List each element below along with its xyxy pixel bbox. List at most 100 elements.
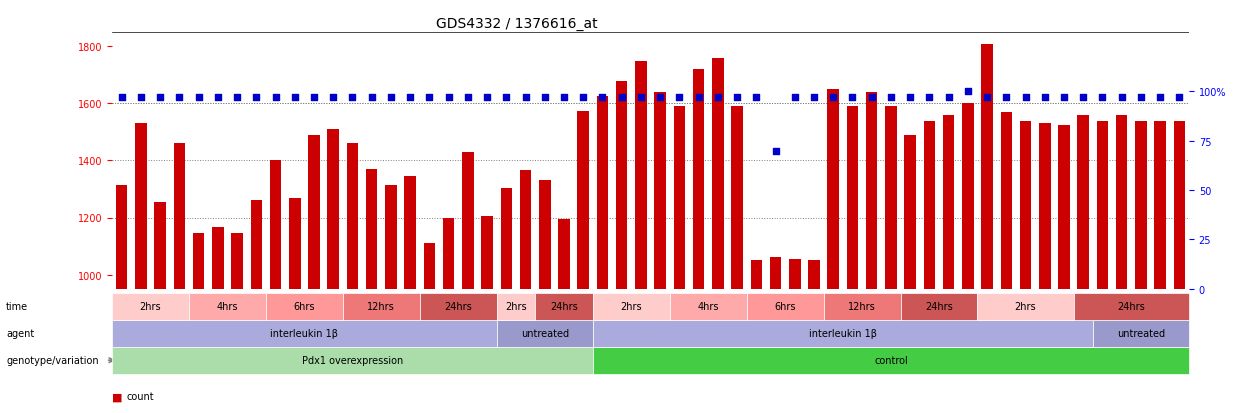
Bar (731, 107, 743, 289)
Bar (847, 107, 858, 289)
Text: 12hrs: 12hrs (367, 301, 395, 312)
Bar (942, 116, 955, 289)
Bar (232, 234, 243, 289)
Point (688, 95, 708, 101)
Bar (616, 81, 627, 289)
Point (919, 95, 939, 101)
Bar (482, 216, 493, 289)
Bar (1077, 116, 1089, 289)
Bar (309, 135, 320, 289)
Point (342, 95, 362, 101)
Bar (346, 144, 359, 289)
Text: interleukin 1β: interleukin 1β (809, 328, 876, 339)
Bar (385, 185, 397, 289)
Point (862, 95, 881, 101)
Bar (712, 59, 723, 289)
Point (1016, 95, 1036, 101)
Point (804, 95, 824, 101)
Text: Pdx1 overexpression: Pdx1 overexpression (301, 355, 403, 366)
Bar (904, 135, 916, 289)
Point (362, 95, 382, 101)
Text: 2hrs: 2hrs (620, 301, 642, 312)
Bar (443, 218, 454, 289)
Bar (981, 45, 992, 289)
Bar (270, 161, 281, 289)
Point (708, 95, 728, 101)
Text: untreated: untreated (520, 328, 569, 339)
Bar (327, 130, 339, 289)
Text: 2hrs: 2hrs (139, 301, 162, 312)
Text: agent: agent (6, 328, 35, 339)
Bar (423, 244, 436, 289)
Text: genotype/variation: genotype/variation (6, 355, 98, 366)
Point (727, 95, 747, 101)
Point (670, 95, 690, 101)
Point (573, 95, 593, 101)
Text: 24hrs: 24hrs (1118, 301, 1145, 312)
Bar (212, 228, 224, 289)
Text: 6hrs: 6hrs (294, 301, 315, 312)
Bar (924, 121, 935, 289)
Bar (366, 170, 377, 289)
Text: 4hrs: 4hrs (697, 301, 718, 312)
Bar (539, 181, 550, 289)
Point (477, 95, 497, 101)
Point (1073, 95, 1093, 101)
Point (977, 95, 997, 101)
Point (112, 95, 132, 101)
Point (554, 95, 574, 101)
Bar (596, 97, 609, 289)
Bar (558, 219, 570, 289)
Bar (1174, 121, 1185, 289)
Bar (1020, 121, 1031, 289)
Point (285, 95, 305, 101)
Bar (635, 62, 646, 289)
Bar (674, 107, 685, 289)
Point (324, 95, 344, 101)
Text: count: count (127, 392, 154, 401)
Point (265, 95, 285, 101)
Bar (1058, 126, 1069, 289)
Bar (751, 261, 762, 289)
Point (900, 95, 920, 101)
Point (823, 95, 843, 101)
Point (1130, 95, 1150, 101)
Bar (136, 124, 147, 289)
Point (189, 95, 209, 101)
Bar (1097, 121, 1108, 289)
Point (535, 95, 555, 101)
Point (208, 95, 228, 101)
Point (593, 95, 613, 101)
Point (381, 95, 401, 101)
Point (304, 95, 324, 101)
Point (1150, 95, 1170, 101)
Point (497, 95, 517, 101)
Text: interleukin 1β: interleukin 1β (270, 328, 339, 339)
Text: 6hrs: 6hrs (774, 301, 796, 312)
Bar (462, 152, 473, 289)
Text: ■: ■ (112, 392, 122, 401)
Text: 2hrs: 2hrs (1015, 301, 1036, 312)
Point (131, 95, 151, 101)
Text: GDS4332 / 1376616_at: GDS4332 / 1376616_at (436, 17, 598, 31)
Text: untreated: untreated (1117, 328, 1165, 339)
Point (746, 95, 766, 101)
Text: 2hrs: 2hrs (505, 301, 527, 312)
Bar (962, 104, 974, 289)
Point (766, 148, 786, 154)
Point (650, 95, 670, 101)
Point (151, 95, 171, 101)
Text: 12hrs: 12hrs (848, 301, 876, 312)
Point (957, 89, 977, 95)
Text: time: time (6, 301, 29, 312)
Bar (867, 93, 878, 289)
Point (400, 95, 420, 101)
Bar (193, 234, 204, 289)
Point (247, 95, 266, 101)
Bar (769, 258, 782, 289)
Point (996, 95, 1016, 101)
Point (458, 95, 478, 101)
Bar (578, 111, 589, 289)
Bar (885, 107, 896, 289)
Bar (405, 177, 416, 289)
